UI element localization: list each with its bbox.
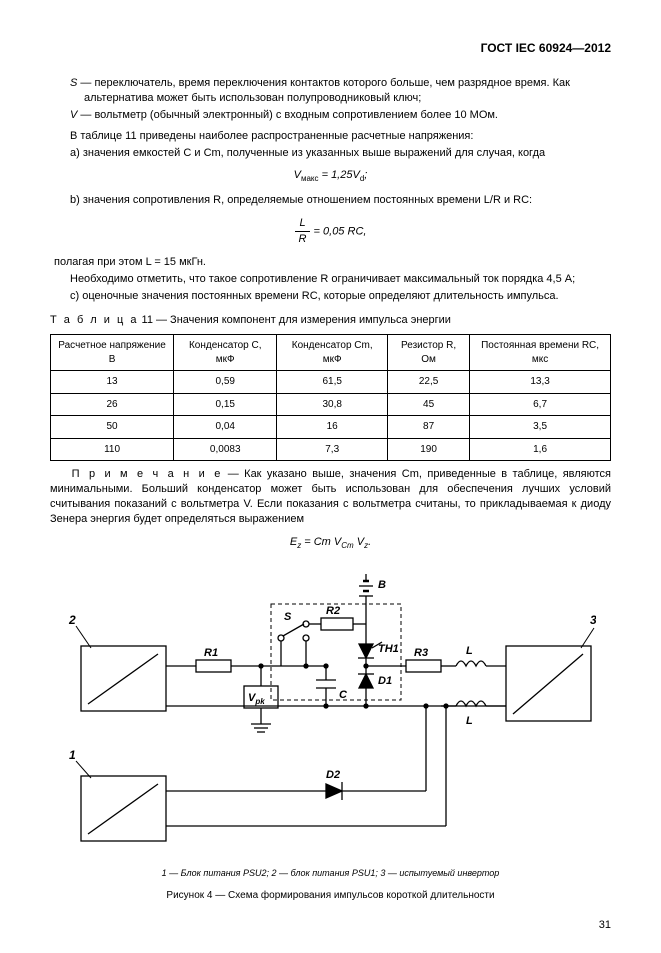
def-v-text: — вольтметр (обычный электронный) с вход…: [80, 109, 498, 121]
th-1: Конденсатор C, мкФ: [174, 335, 277, 371]
svg-text:S: S: [284, 611, 292, 623]
table-row: 1100,00837,31901,6: [51, 438, 611, 461]
svg-text:R1: R1: [204, 647, 218, 659]
table-11: Расчетное напряжение В Конденсатор C, мк…: [50, 334, 611, 461]
table-row: 500,0416873,5: [51, 416, 611, 439]
table-header-row: Расчетное напряжение В Конденсатор C, мк…: [51, 335, 611, 371]
item-c: с) оценочные значения постоянных времени…: [70, 289, 611, 304]
svg-text:R3: R3: [414, 647, 428, 659]
page-number: 31: [50, 918, 611, 933]
figure-legend: 1 — Блок питания PSU2; 2 — блок питания …: [50, 867, 611, 879]
svg-text:D1: D1: [378, 675, 392, 687]
svg-text:TH1: TH1: [378, 643, 399, 655]
note: П р и м е ч а н и е — Как указано выше, …: [50, 467, 611, 526]
svg-text:1: 1: [69, 748, 76, 762]
th-4: Постоянная времени RC, мкс: [470, 335, 611, 371]
para-intro: В таблице 11 приведены наиболее распрост…: [70, 129, 611, 144]
item-a: а) значения емкостей C и Cm, полученные …: [70, 146, 611, 161]
svg-text:C: C: [339, 689, 348, 701]
svg-text:L: L: [466, 645, 473, 657]
svg-text:Vpk: Vpk: [248, 692, 265, 706]
svg-text:3: 3: [590, 613, 596, 627]
def-v-sym: V: [70, 109, 77, 121]
formula-vmax: Vмакс = 1,25Vd;: [50, 168, 611, 185]
figure-4: 2 1 3 R1 Vpk: [50, 566, 611, 861]
svg-text:L: L: [466, 715, 473, 727]
def-v: V — вольтметр (обычный электронный) с вх…: [70, 108, 611, 123]
svg-text:D2: D2: [326, 769, 340, 781]
def-s-sym: S: [70, 77, 77, 89]
table-row: 260,1530,8456,7: [51, 393, 611, 416]
svg-text:2: 2: [68, 613, 76, 627]
def-s-text: — переключатель, время переключения конт…: [80, 77, 570, 104]
doc-header: ГОСТ IEC 60924—2012: [50, 40, 611, 56]
th-0: Расчетное напряжение В: [51, 335, 174, 371]
svg-text:B: B: [378, 579, 386, 591]
svg-text:R2: R2: [326, 605, 340, 617]
para-l15: полагая при этом L = 15 мкГн.: [54, 255, 611, 270]
def-s: S — переключатель, время переключения ко…: [70, 76, 611, 106]
th-3: Резистор R, Ом: [388, 335, 470, 371]
para-note-r: Необходимо отметить, что такое сопротивл…: [70, 272, 611, 287]
figure-caption: Рисунок 4 — Схема формирования импульсов…: [50, 889, 611, 903]
item-b: b) значения сопротивления R, определяемы…: [70, 193, 611, 208]
formula-ez: Ez = Cm VCm Vz.: [50, 535, 611, 552]
table-caption: Т а б л и ц а 11 — Значения компонент дл…: [50, 313, 611, 328]
th-2: Конденсатор Cm, мкФ: [277, 335, 388, 371]
formula-lr: LR = 0,05 RC,: [50, 216, 611, 247]
table-row: 130,5961,522,513,3: [51, 371, 611, 394]
